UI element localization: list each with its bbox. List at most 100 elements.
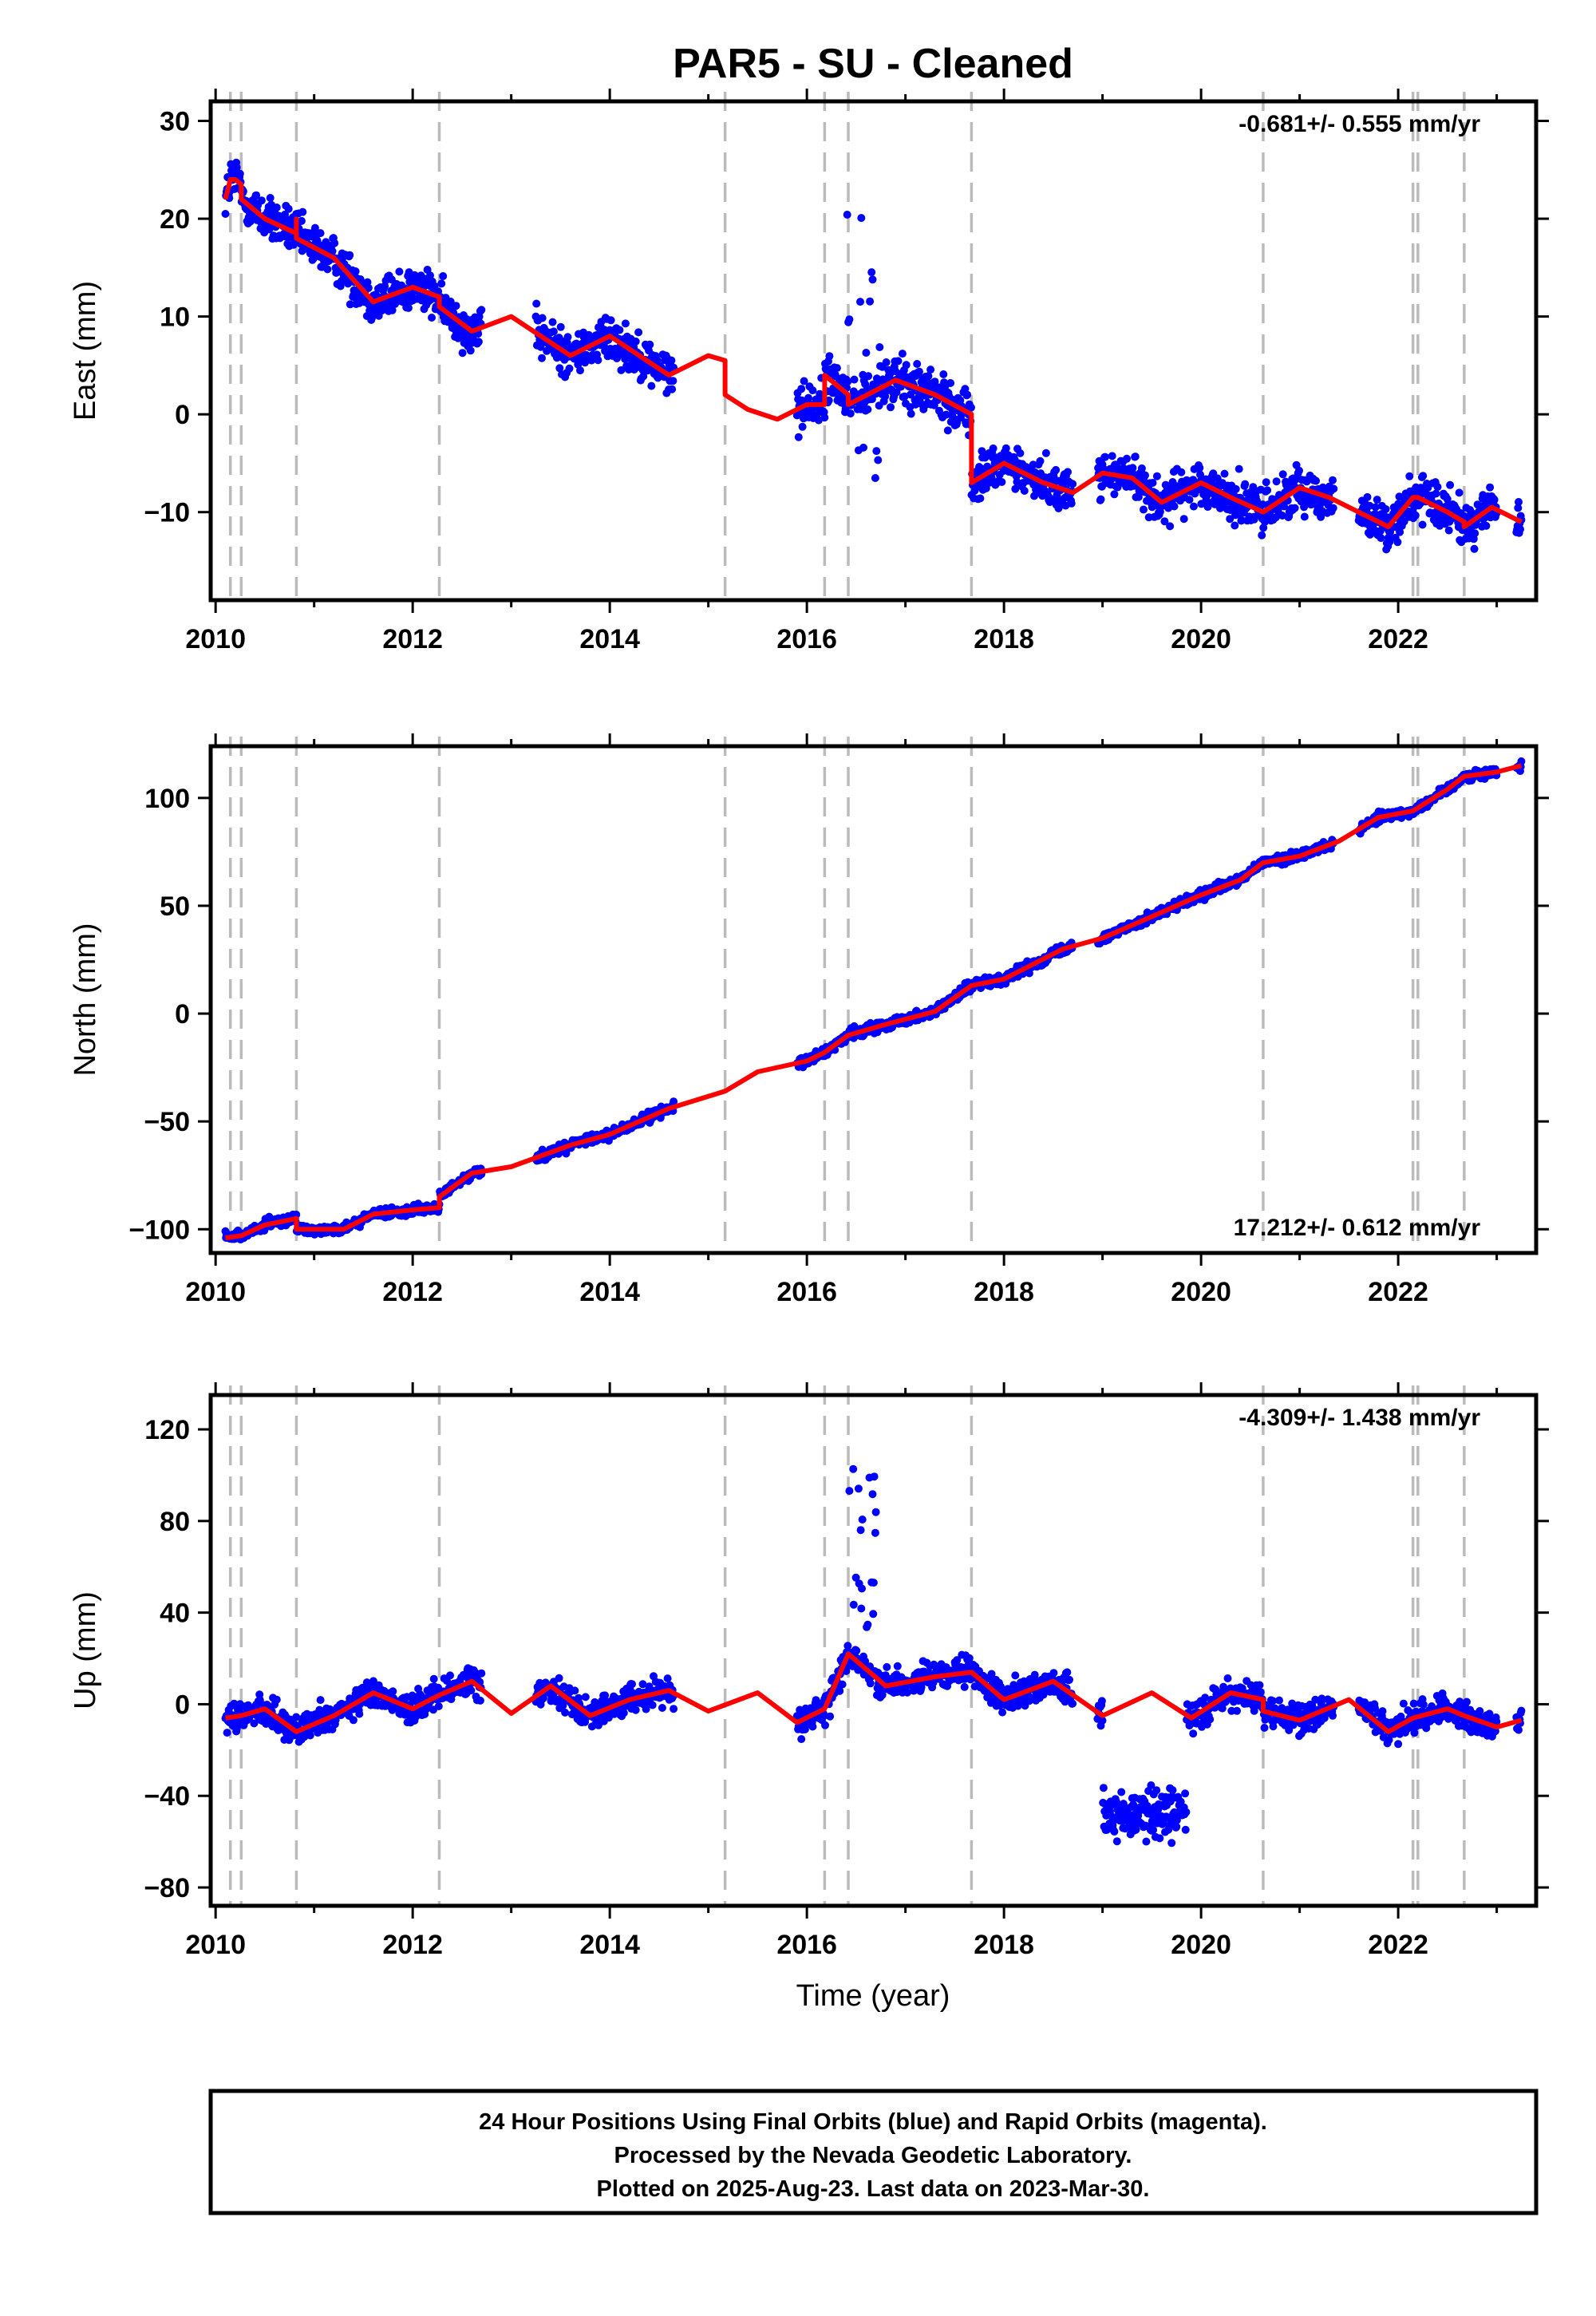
data-point xyxy=(670,1705,678,1713)
data-point xyxy=(1231,484,1240,493)
x-tick-label: 2020 xyxy=(1171,1277,1231,1307)
data-point xyxy=(869,1610,878,1618)
data-point xyxy=(355,1709,364,1718)
data-point xyxy=(808,1722,817,1731)
data-point xyxy=(821,1721,829,1729)
data-point xyxy=(804,393,812,402)
east-points xyxy=(221,158,1526,554)
data-point xyxy=(446,1671,454,1680)
x-tick-label: 2012 xyxy=(382,624,443,654)
data-point xyxy=(871,474,879,482)
data-point xyxy=(1395,492,1404,501)
data-point xyxy=(907,390,915,399)
data-point xyxy=(563,333,572,342)
data-point xyxy=(548,318,557,326)
data-point xyxy=(1258,500,1267,509)
data-point xyxy=(1041,449,1050,457)
data-point xyxy=(221,210,230,218)
data-point xyxy=(1377,534,1385,543)
data-point xyxy=(843,1642,852,1650)
data-point xyxy=(1172,484,1181,492)
data-point xyxy=(946,379,955,387)
data-point xyxy=(404,303,413,312)
data-point xyxy=(426,271,434,280)
data-point xyxy=(1396,528,1404,536)
data-point xyxy=(1471,529,1479,538)
y-tick-label: 50 xyxy=(160,891,190,922)
data-point xyxy=(913,360,922,368)
data-point xyxy=(1179,515,1188,524)
data-point xyxy=(1405,472,1414,480)
x-tick-label: 2020 xyxy=(1171,624,1231,654)
data-point xyxy=(556,322,565,331)
data-point xyxy=(389,1687,397,1696)
data-point xyxy=(1271,513,1280,522)
data-point xyxy=(1166,522,1175,531)
data-point xyxy=(856,298,864,306)
data-point xyxy=(266,194,275,202)
data-point xyxy=(849,1464,858,1473)
data-point xyxy=(232,163,241,172)
data-point xyxy=(1490,496,1499,504)
data-point xyxy=(1016,449,1025,457)
data-point xyxy=(477,306,486,314)
x-tick-label: 2022 xyxy=(1368,1277,1428,1307)
data-point xyxy=(930,377,939,386)
data-point xyxy=(452,302,460,310)
y-tick-label: 0 xyxy=(175,400,190,430)
data-point xyxy=(1036,456,1045,465)
data-point xyxy=(797,1735,806,1744)
data-point xyxy=(1020,487,1029,495)
data-point xyxy=(639,372,648,381)
data-point xyxy=(1259,524,1268,532)
data-point xyxy=(998,478,1006,486)
data-point xyxy=(1069,480,1077,488)
x-tick-label: 2012 xyxy=(382,1277,443,1307)
x-tick-label: 2016 xyxy=(776,624,837,654)
data-point xyxy=(646,340,654,349)
data-point xyxy=(900,392,909,401)
data-point xyxy=(924,372,933,381)
data-point xyxy=(800,377,808,385)
data-point xyxy=(864,372,873,381)
data-point xyxy=(395,267,404,276)
data-point xyxy=(902,361,911,370)
data-point xyxy=(843,377,852,385)
data-point xyxy=(571,1686,579,1695)
data-point xyxy=(647,381,656,390)
data-point xyxy=(1444,526,1453,535)
data-point xyxy=(1064,468,1072,476)
data-point xyxy=(852,1646,861,1655)
data-point xyxy=(466,346,475,355)
chart-title: PAR5 - SU - Cleaned xyxy=(673,41,1073,87)
data-point xyxy=(223,1729,231,1737)
data-point xyxy=(619,1709,628,1717)
east-frame xyxy=(208,99,1539,603)
data-point xyxy=(846,409,855,418)
x-tick-label: 2014 xyxy=(579,624,640,654)
east-y-axis-label: East (mm) xyxy=(69,281,102,421)
data-point xyxy=(429,1674,438,1683)
data-point xyxy=(667,356,676,365)
data-point xyxy=(1371,503,1380,512)
data-point xyxy=(1096,495,1105,504)
data-point xyxy=(874,456,883,464)
data-point xyxy=(439,272,448,280)
data-point xyxy=(297,216,306,225)
data-point xyxy=(1312,476,1320,485)
data-point xyxy=(1128,464,1137,472)
data-point xyxy=(1110,490,1119,499)
data-point xyxy=(1443,495,1452,504)
x-tick-label: 2022 xyxy=(1368,624,1428,654)
data-point xyxy=(1141,471,1149,480)
data-point xyxy=(316,229,325,238)
data-point xyxy=(1123,454,1131,463)
data-point xyxy=(893,1662,902,1670)
data-point xyxy=(634,328,643,337)
data-point xyxy=(942,410,950,419)
data-point xyxy=(257,196,266,205)
up-points xyxy=(221,1464,1526,1848)
data-point xyxy=(1373,496,1381,504)
data-point xyxy=(794,433,803,441)
